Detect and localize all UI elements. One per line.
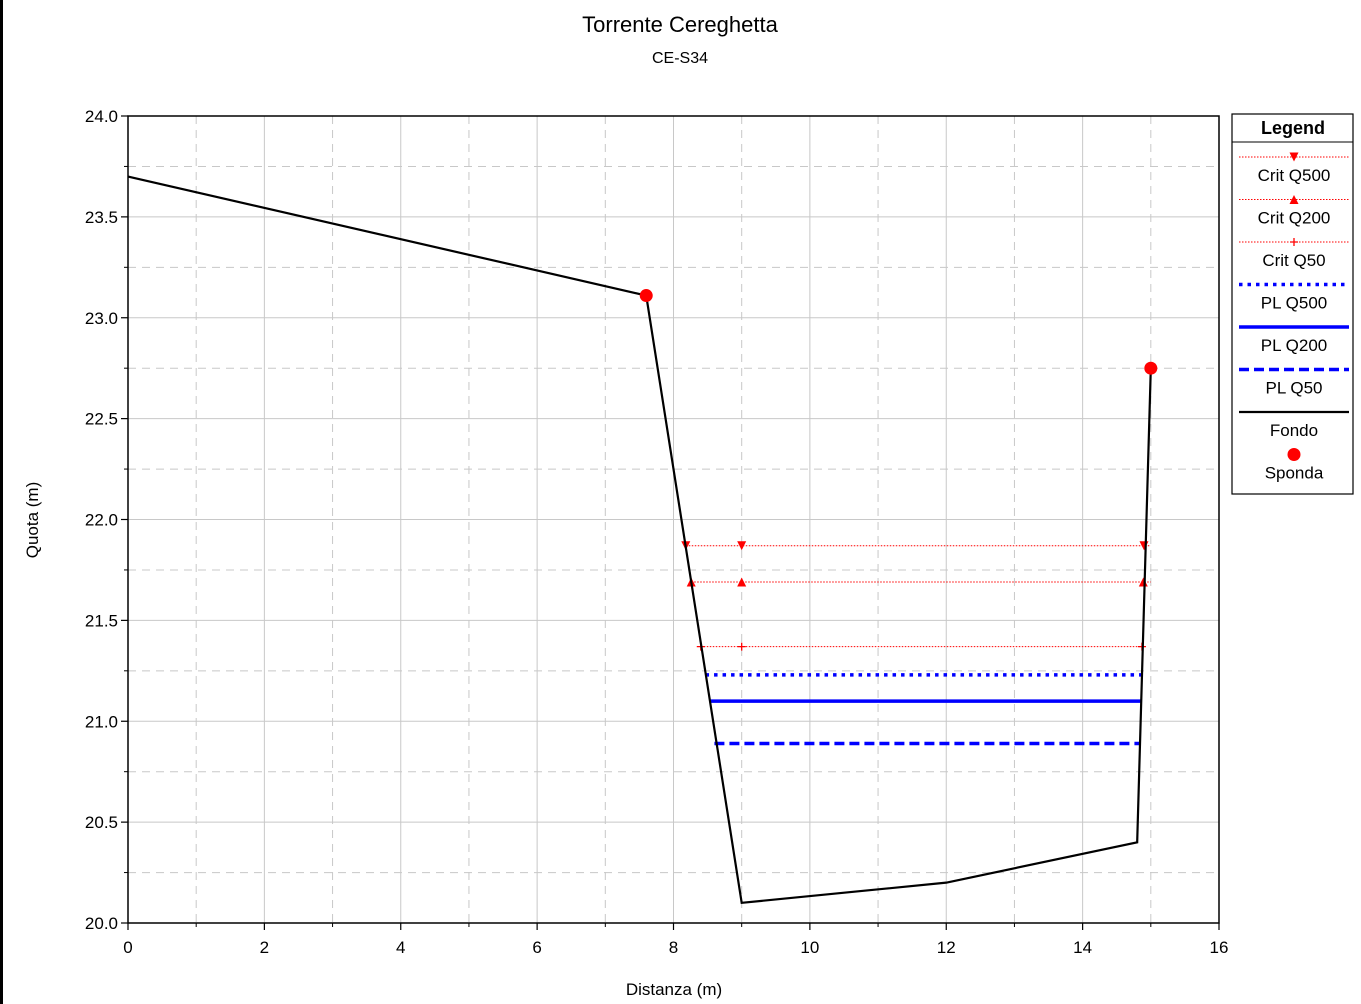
- y-tick-label: 20.0: [85, 914, 118, 933]
- legend-title: Legend: [1261, 118, 1325, 138]
- crit-q50-marker: [737, 642, 746, 651]
- left-border: [0, 0, 3, 1004]
- x-tick-label: 0: [123, 938, 132, 957]
- x-tick-label: 2: [260, 938, 269, 957]
- legend-swatch-sponda: [1287, 448, 1301, 461]
- sponda-point: [639, 289, 653, 303]
- legend-marker-crit-q200: [1289, 195, 1299, 204]
- legend-label-crit-q500: Crit Q500: [1258, 166, 1331, 185]
- crit-q500-marker: [737, 541, 747, 551]
- chart-title: Torrente Cereghetta: [582, 12, 778, 37]
- series-layer: [127, 175, 1158, 905]
- crit-q200-marker: [1138, 577, 1148, 587]
- grid: [128, 116, 1219, 923]
- x-tick-label: 16: [1210, 938, 1229, 957]
- legend-label-sponda: Sponda: [1265, 464, 1324, 483]
- x-tick-label: 12: [937, 938, 956, 957]
- x-axis-label: Distanza (m): [626, 980, 722, 999]
- x-tick-label: 14: [1073, 938, 1092, 957]
- y-tick-label: 21.0: [85, 712, 118, 731]
- sponda-point: [1144, 361, 1158, 375]
- legend: Legend Crit Q500 Crit Q200 Crit Q50 PL Q500…: [1231, 113, 1354, 495]
- axis-ticks: 0 2 4 6 8 10 12 14 16 20.0 20.5 21.0 21.5 22.0 22.5 23.…: [85, 107, 1229, 957]
- crit-q200-marker: [737, 577, 747, 587]
- y-tick-label: 22.5: [85, 410, 118, 429]
- x-tick-label: 10: [800, 938, 819, 957]
- crit-q500-marker: [1139, 541, 1149, 551]
- legend-label-fondo: Fondo: [1270, 421, 1318, 440]
- legend-label-pl-q200: PL Q200: [1261, 336, 1327, 355]
- legend-label-pl-q50: PL Q50: [1265, 379, 1322, 398]
- legend-box: [1231, 113, 1354, 495]
- legend-label-crit-q200: Crit Q200: [1258, 209, 1331, 228]
- y-tick-label: 24.0: [85, 107, 118, 126]
- y-tick-label: 23.0: [85, 309, 118, 328]
- y-tick-label: 21.5: [85, 611, 118, 630]
- x-tick-label: 6: [532, 938, 541, 957]
- y-tick-label: 23.5: [85, 208, 118, 227]
- y-axis-label: Quota (m): [23, 482, 42, 559]
- x-tick-label: 4: [396, 938, 405, 957]
- legend-marker-crit-q50: [1290, 238, 1298, 246]
- y-tick-label: 20.5: [85, 813, 118, 832]
- legend-label-crit-q50: Crit Q50: [1262, 251, 1325, 270]
- fondo-line: [127, 175, 1152, 905]
- chart-subtitle: CE-S34: [652, 50, 708, 67]
- y-tick-label: 22.0: [85, 511, 118, 530]
- legend-marker-crit-q500: [1289, 152, 1299, 162]
- x-tick-label: 8: [669, 938, 678, 957]
- legend-label-pl-q500: PL Q500: [1261, 294, 1327, 313]
